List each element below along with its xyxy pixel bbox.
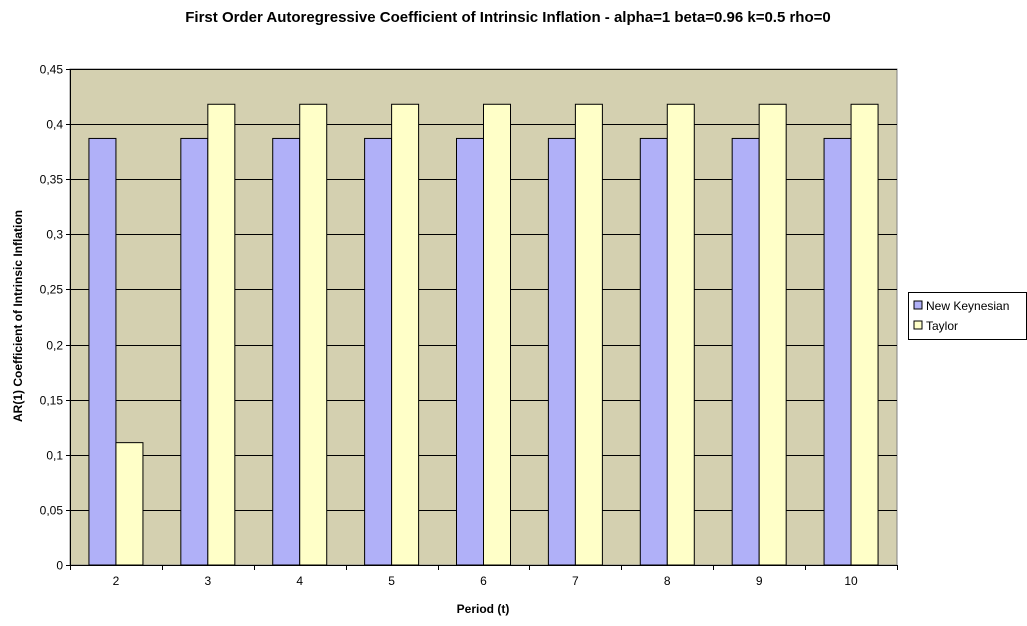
bar-new-keynesian xyxy=(364,137,393,566)
y-tick-label: 0,15 xyxy=(40,394,64,408)
bar-new-keynesian xyxy=(180,137,209,566)
bar-new-keynesian xyxy=(731,137,760,566)
bar-taylor xyxy=(299,103,328,566)
legend-swatch-taylor xyxy=(913,320,923,330)
legend-label: Taylor xyxy=(926,319,958,333)
y-tick-label: 0,3 xyxy=(46,228,63,242)
bar-new-keynesian xyxy=(547,137,576,566)
x-tick-label: 10 xyxy=(844,574,858,588)
bar-new-keynesian xyxy=(272,137,301,566)
x-tick-label: 5 xyxy=(388,574,395,588)
legend: New Keynesian Taylor xyxy=(908,292,1027,340)
x-tick-label: 9 xyxy=(756,574,763,588)
x-tick-label: 2 xyxy=(113,574,120,588)
bar-taylor xyxy=(666,103,695,566)
x-tick-label: 4 xyxy=(296,574,303,588)
x-tick-label: 7 xyxy=(572,574,579,588)
bar-new-keynesian xyxy=(823,137,852,566)
chart-title: First Order Autoregressive Coefficient o… xyxy=(185,9,830,26)
bar-taylor xyxy=(574,103,603,566)
plot-area: 0 0,05 0,1 0,15 0,2 0,25 0,3 0,35 0,4 0,45 2 3 4 5 6 7 8… xyxy=(40,63,898,588)
x-tick-label: 8 xyxy=(664,574,671,588)
y-axis-title: AR(1) Coefficient of Intrinsic Inflation xyxy=(11,210,25,422)
y-tick-label: 0,2 xyxy=(46,339,63,353)
y-tick-label: 0,25 xyxy=(40,283,64,297)
x-tick-label: 3 xyxy=(204,574,211,588)
bar-taylor xyxy=(758,103,787,566)
bar-taylor xyxy=(850,103,879,566)
y-tick-label: 0,1 xyxy=(46,449,63,463)
legend-swatch-new-keynesian xyxy=(913,300,923,310)
bar-new-keynesian xyxy=(639,137,668,566)
bar-taylor xyxy=(391,103,420,566)
bar-new-keynesian xyxy=(88,137,117,566)
bar-taylor xyxy=(115,442,144,566)
x-axis-title: Period (t) xyxy=(457,602,510,616)
y-tick-label: 0 xyxy=(56,559,63,573)
y-tick-label: 0,4 xyxy=(46,118,63,132)
bar-taylor xyxy=(483,103,511,566)
x-tick-label: 6 xyxy=(480,574,487,588)
y-tick-label: 0,35 xyxy=(40,173,64,187)
legend-label: New Keynesian xyxy=(926,299,1009,313)
bar-new-keynesian xyxy=(456,137,484,566)
bar-taylor xyxy=(207,103,236,566)
y-tick-label: 0,45 xyxy=(40,63,64,77)
y-tick-label: 0,05 xyxy=(40,504,64,518)
